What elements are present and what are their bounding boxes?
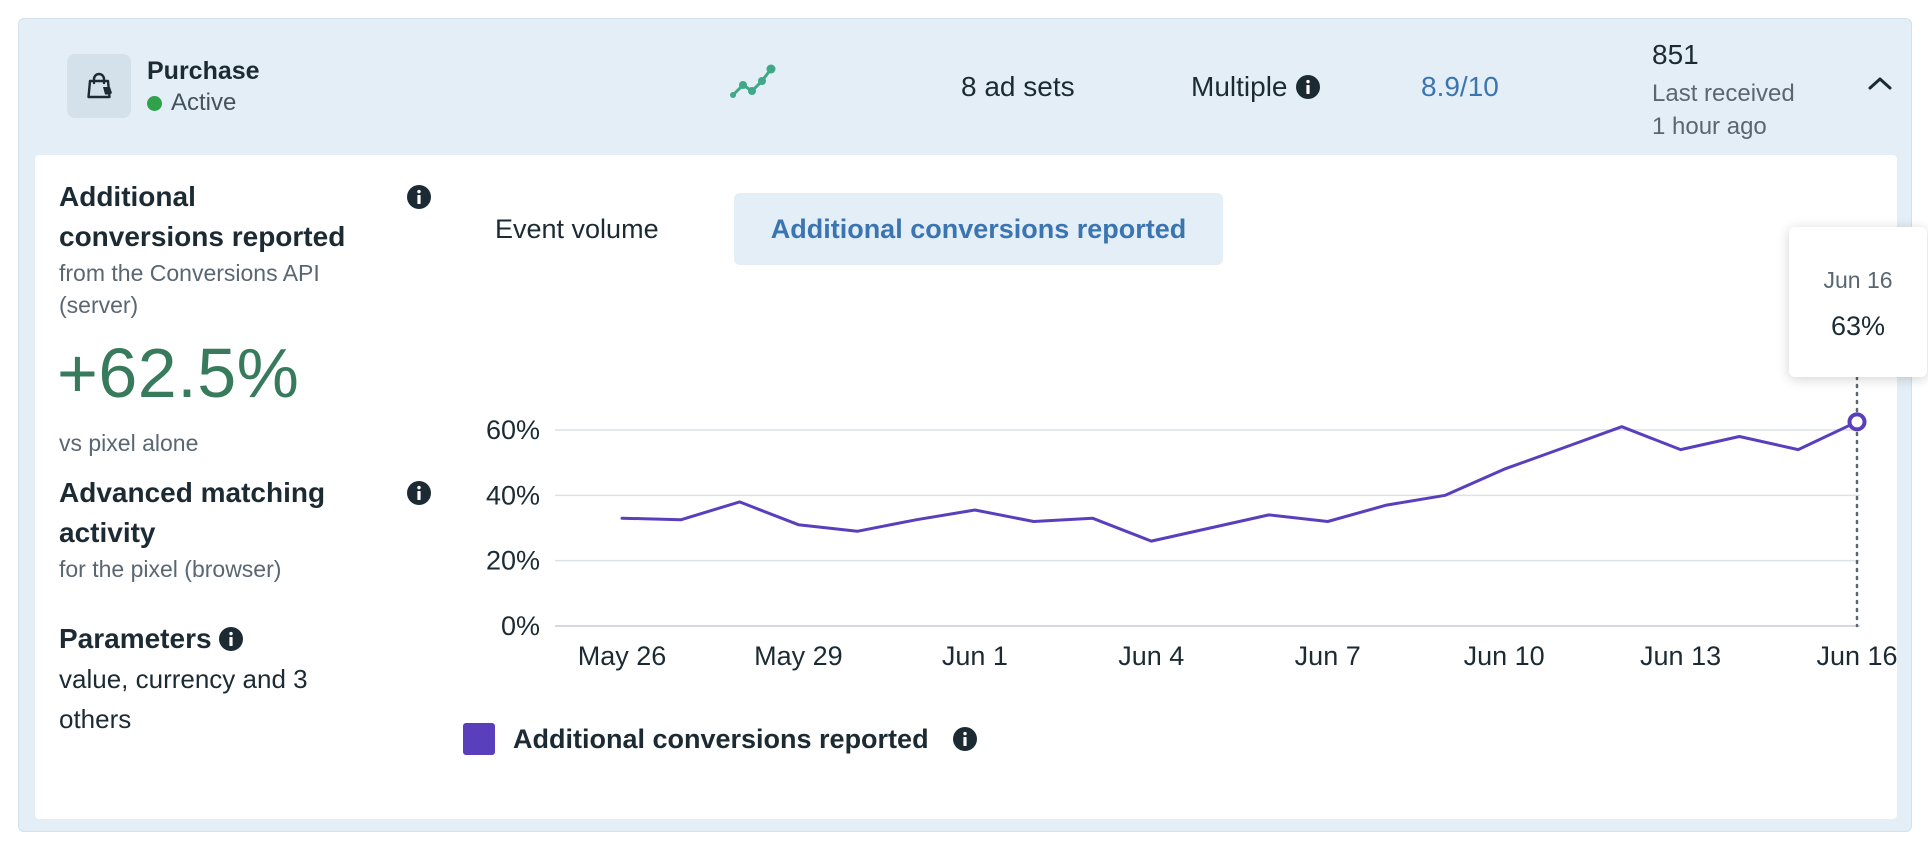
- legend-label: Additional conversions reported: [513, 723, 929, 754]
- advanced-matching-source: for the pixel (browser): [59, 556, 282, 582]
- x-tick-label: Jun 13: [1640, 641, 1721, 671]
- integration-label: Multiple: [1191, 71, 1288, 102]
- info-icon[interactable]: [407, 481, 431, 505]
- additional-conversions-title-line2: conversions reported: [59, 221, 346, 252]
- info-icon[interactable]: [952, 727, 977, 751]
- event-details-panel: Additional conversions reported from the…: [35, 155, 1927, 819]
- integration-method: Multiple: [1191, 71, 1321, 103]
- y-tick-label: 0%: [501, 611, 540, 641]
- y-tick-label: 20%: [486, 546, 540, 576]
- parameters-list-line1: value, currency and 3: [59, 664, 308, 694]
- y-tick-label: 40%: [486, 480, 540, 510]
- parameters-title: Parameters: [59, 619, 243, 659]
- advanced-matching-title: Advanced matching activity: [59, 473, 325, 553]
- x-tick-label: Jun 16: [1816, 641, 1897, 671]
- highlighted-data-point: [1847, 412, 1867, 432]
- event-match-quality-link[interactable]: 8.9/10: [1421, 71, 1499, 102]
- x-tick-label: May 26: [578, 641, 667, 671]
- additional-conversions-value: +62.5%: [57, 334, 300, 412]
- tooltip-value: 63%: [1830, 311, 1886, 341]
- info-icon[interactable]: [1296, 75, 1321, 99]
- advanced-matching-title-line2: activity: [59, 517, 156, 548]
- additional-conversions-source: from the Conversions API (server): [59, 257, 320, 321]
- advanced-matching-title-line1: Advanced matching: [59, 477, 326, 508]
- additional-conversions-chart: 0% 20% 40% 60% May 26 May 29 Jun 1 Jun 4 Jun 7 Ju…: [486, 375, 1897, 671]
- parameters-title-label: Parameters: [59, 623, 212, 654]
- additional-conversions-comparison: vs pixel alone: [59, 430, 199, 456]
- additional-conversions-source-line2: (server): [59, 292, 139, 318]
- status-label: Active: [171, 89, 237, 116]
- shopping-bag-icon: [87, 72, 112, 99]
- legend-swatch: [463, 723, 495, 755]
- x-tick-label: Jun 4: [1118, 641, 1184, 671]
- chart-tooltip: Jun 16 63%: [1789, 227, 1927, 377]
- additional-conversions-title-line1: Additional: [59, 181, 196, 212]
- x-tick-label: Jun 1: [942, 641, 1008, 671]
- tab-additional-conversions[interactable]: Additional conversions reported: [734, 193, 1223, 265]
- event-status: Active: [147, 89, 236, 117]
- x-tick-label: Jun 7: [1295, 641, 1361, 671]
- last-received: Last received 1 hour ago: [1652, 77, 1795, 143]
- event-icon-container: [67, 54, 131, 118]
- tooltip-date: Jun 16: [1823, 267, 1893, 293]
- info-icon[interactable]: [407, 185, 431, 209]
- x-tick-label: May 29: [754, 641, 843, 671]
- parameters-list-line2: others: [59, 704, 132, 734]
- info-icon[interactable]: [218, 627, 243, 651]
- purchase-event-card: Purchase Active 8 ad sets Multiple 8.9/1…: [18, 18, 1927, 832]
- parameters-list: value, currency and 3 others: [59, 659, 308, 739]
- last-received-label: Last received: [1652, 80, 1795, 107]
- event-name: Purchase: [147, 57, 260, 85]
- tab-event-volume[interactable]: Event volume: [495, 213, 659, 244]
- y-tick-label: 60%: [486, 415, 540, 445]
- ad-sets-count: 8 ad sets: [961, 71, 1075, 102]
- activity-trend-icon: [730, 64, 776, 98]
- last-received-time: 1 hour ago: [1652, 113, 1767, 140]
- event-count: 851: [1652, 39, 1699, 70]
- chevron-up-icon[interactable]: [1867, 75, 1893, 91]
- additional-conversions-title: Additional conversions reported: [59, 177, 345, 257]
- chart-legend: Additional conversions reported: [463, 723, 977, 755]
- x-tick-label: Jun 10: [1464, 641, 1545, 671]
- series-line: [620, 420, 1859, 543]
- additional-conversions-source-line1: from the Conversions API: [59, 260, 320, 286]
- status-dot-icon: [147, 95, 162, 111]
- event-row-header[interactable]: Purchase Active 8 ad sets Multiple 8.9/1…: [19, 19, 1911, 155]
